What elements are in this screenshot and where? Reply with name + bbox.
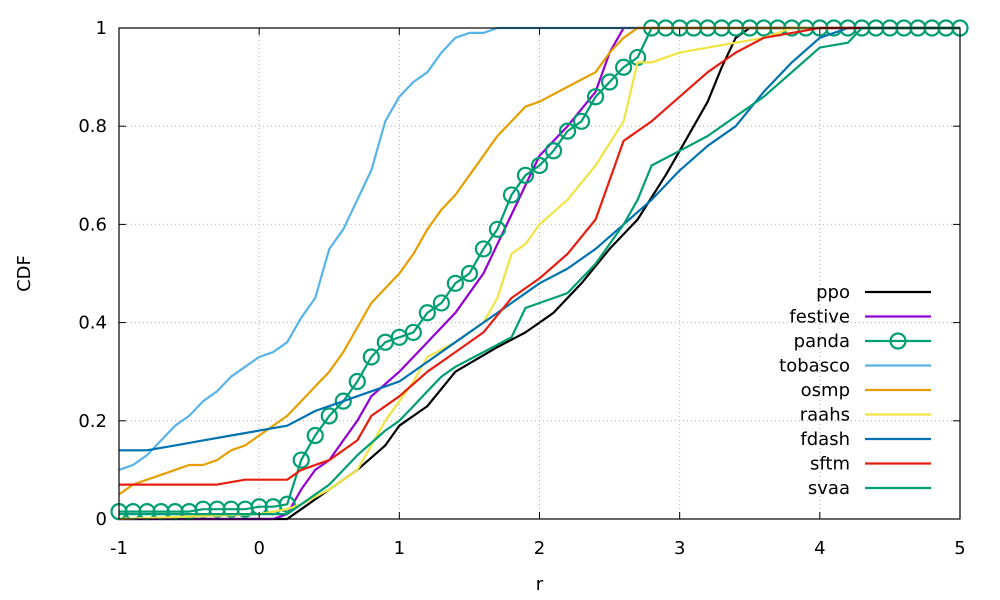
data-point-panda [516, 166, 535, 184]
x-tick-label: -1 [110, 538, 128, 559]
legend-label-festive: festive [789, 307, 850, 328]
x-tick-label: 3 [674, 538, 685, 559]
legend-label-svaa: svaa [808, 478, 850, 499]
data-point-panda [544, 142, 563, 160]
data-point-panda [348, 372, 366, 391]
data-point-panda [474, 240, 493, 258]
data-point-panda [530, 156, 549, 175]
data-point-panda [404, 323, 422, 342]
y-tick-label: 1 [96, 18, 107, 39]
legend-label-ppo: ppo [816, 282, 850, 303]
data-point-panda [614, 58, 633, 76]
y-axis-title: CDF [14, 255, 35, 292]
legend-label-fdash: fdash [800, 429, 850, 450]
series-line-tobasco [118, 26, 960, 471]
data-point-panda [418, 304, 436, 322]
x-axis-title: r [536, 574, 544, 595]
axis-ticks: -1 0 1 2 3 4 500.20.40.60.81 [78, 18, 965, 559]
data-point-panda [446, 274, 464, 292]
y-tick-label: 0.6 [78, 214, 107, 235]
data-point-panda [432, 294, 450, 312]
x-tick-label: 4 [814, 538, 825, 559]
series-line-svaa [119, 26, 960, 516]
x-tick-label: 2 [534, 538, 545, 559]
series-line-osmp [118, 26, 960, 496]
legend: ppo festive panda tobasco osmp raahs fdash sftm… [779, 282, 931, 499]
data-point-panda [362, 348, 380, 366]
series-line-raahs [118, 26, 960, 521]
data-point-panda [334, 392, 352, 410]
data-point-panda [278, 495, 296, 513]
legend-label-raahs: raahs [800, 405, 850, 426]
data-point-panda [306, 426, 324, 445]
x-tick-label: 1 [394, 538, 405, 559]
x-tick-label: 5 [954, 538, 965, 559]
series-line-fdash [119, 26, 960, 452]
y-tick-label: 0 [96, 509, 107, 530]
data-point-panda [600, 73, 619, 91]
series-line-festive [119, 26, 960, 521]
x-tick-label: 0 [253, 538, 264, 559]
legend-label-sftm: sftm [810, 454, 850, 475]
data-point-panda [502, 186, 521, 204]
legend-label-tobasco: tobasco [779, 356, 850, 377]
plot-area [110, 19, 969, 521]
data-point-panda [586, 88, 605, 106]
y-tick-label: 0.2 [78, 411, 107, 432]
data-point-panda [558, 122, 577, 140]
y-tick-label: 0.8 [78, 116, 107, 137]
data-point-panda [572, 112, 591, 130]
data-point-panda [460, 264, 479, 283]
legend-label-osmp: osmp [801, 380, 850, 401]
legend-label-panda: panda [794, 331, 850, 352]
series-line-sftm [119, 26, 960, 486]
y-tick-label: 0.4 [78, 313, 107, 334]
data-point-panda [292, 451, 310, 469]
legend-marker-panda [889, 332, 907, 350]
data-point-panda [488, 220, 507, 238]
data-point-panda [320, 407, 338, 425]
